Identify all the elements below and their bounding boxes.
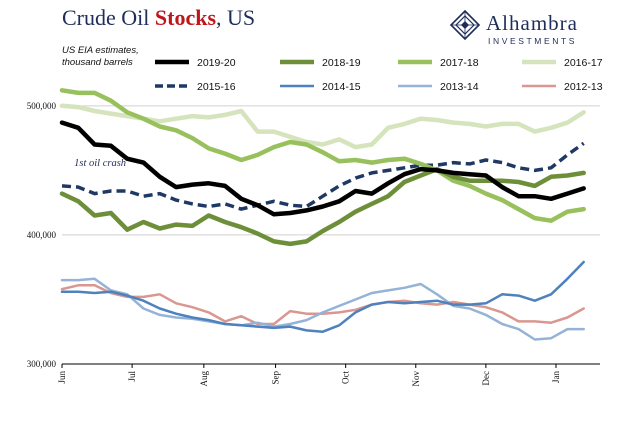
legend-label-2016-17: 2016-17	[564, 57, 603, 69]
x-tick-label-oct: Oct	[341, 371, 351, 384]
x-tick-label-dec: Dec	[481, 371, 491, 386]
series-line-2019-20	[59, 120, 586, 217]
series-line-2017-18	[59, 88, 586, 223]
legend-label-2015-16: 2015-16	[197, 81, 236, 93]
alhambra-logo: Alhambra INVESTMENTS	[449, 9, 578, 46]
logo-sub: INVESTMENTS	[488, 36, 577, 46]
annotation-oil-crash: 1st oil crash	[74, 158, 126, 169]
legend-label-2014-15: 2014-15	[322, 81, 361, 93]
chart-title: Crude Oil Stocks, US	[62, 5, 255, 30]
logo-name: Alhambra	[486, 11, 578, 35]
series-line-2013-14	[60, 277, 585, 341]
x-tick-label-aug: Aug	[199, 371, 209, 387]
title-suffix: , US	[216, 5, 255, 30]
x-tick-label-sep: Sep	[271, 371, 281, 385]
series-line-2015-16	[61, 141, 585, 211]
x-tick-label-nov: Nov	[411, 371, 421, 387]
series-line-2016-17	[59, 103, 586, 150]
y-tick-label-0: 300,000	[27, 359, 57, 369]
y-tick-label-1: 400,000	[27, 230, 57, 240]
legend-label-2013-14: 2013-14	[440, 81, 479, 93]
legend-label-2012-13: 2012-13	[564, 81, 603, 93]
x-tick-label-jun: Jun	[57, 371, 67, 384]
x-tick-label-jul: Jul	[127, 371, 137, 382]
y-tick-label-2: 500,000	[27, 101, 57, 111]
x-axis: Jun Jul Aug Sep Oct Nov Dec Jan	[57, 363, 600, 387]
legend-label-2019-20: 2019-20	[197, 57, 236, 69]
legend: 2019-20 2018-19 2017-18 2016-17 2015-16 2014-…	[155, 57, 603, 93]
title-emphasis: Stocks	[155, 5, 217, 30]
legend-label-2017-18: 2017-18	[440, 57, 479, 69]
gridlines	[62, 105, 600, 236]
legend-label-2018-19: 2018-19	[322, 57, 361, 69]
series-layer	[59, 88, 586, 341]
x-tick-label-jan: Jan	[551, 371, 561, 383]
series-line-2014-15	[60, 260, 585, 333]
source-note-line2: thousand barrels	[62, 57, 133, 68]
title-normal: Crude Oil	[62, 5, 155, 30]
logo-emblem-icon	[449, 9, 481, 41]
source-note-line1: US EIA estimates,	[62, 45, 139, 56]
y-axis-ticks: 300,000 400,000 500,000	[27, 101, 57, 369]
